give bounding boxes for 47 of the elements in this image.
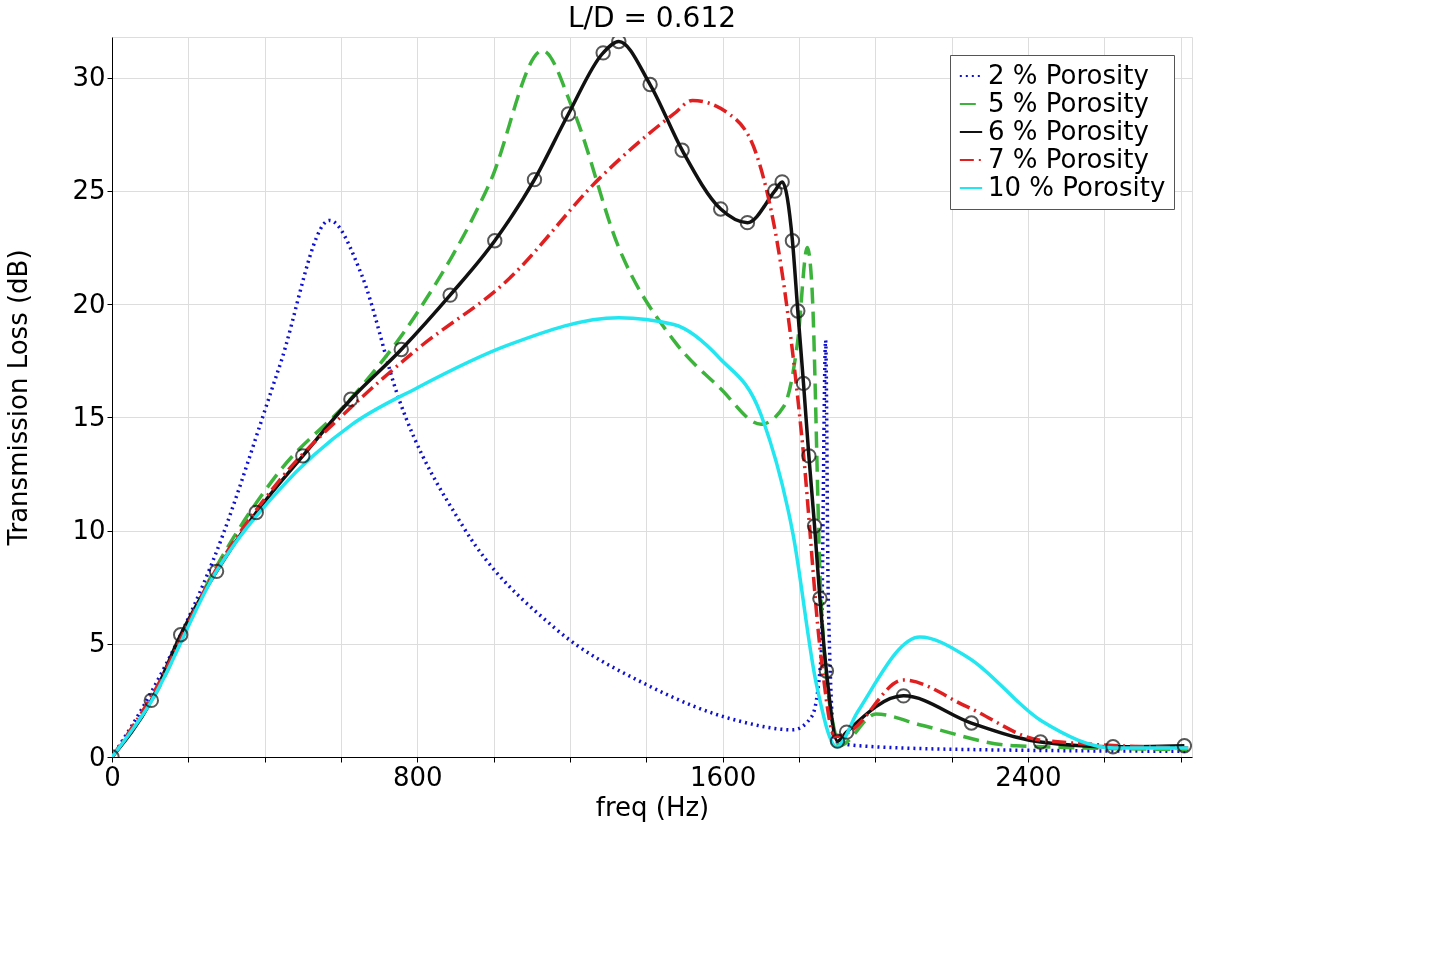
- point: [1176, 737, 1192, 754]
- point: [712, 201, 729, 217]
- point: [801, 448, 817, 464]
- x-tick-label: 2400: [995, 761, 1062, 792]
- point: [487, 233, 503, 249]
- point: [172, 627, 189, 643]
- y-tick-label: 15: [72, 401, 106, 432]
- y-tick-label: 0: [88, 741, 106, 772]
- point: [611, 37, 627, 50]
- point: [295, 448, 311, 464]
- x-axis-title: freq (Hz): [595, 791, 710, 822]
- point: [526, 171, 543, 188]
- point: [818, 663, 835, 679]
- point: [595, 45, 611, 61]
- point: [829, 733, 846, 749]
- point: [795, 375, 812, 392]
- chart-title: L/D = 0.612: [567, 1, 737, 34]
- point: [1032, 734, 1049, 750]
- point: [784, 233, 801, 249]
- point: [963, 715, 980, 731]
- point: [343, 391, 359, 407]
- point: [838, 724, 855, 740]
- point: [248, 504, 264, 521]
- point: [143, 692, 160, 709]
- y-tick-label: 10: [72, 515, 106, 546]
- y-tick-label: 5: [88, 628, 106, 659]
- y-tick-label: 20: [72, 288, 106, 319]
- point: [774, 174, 790, 190]
- x-tick-label: 800: [392, 761, 443, 792]
- point: [806, 518, 823, 534]
- y-tick-label: 25: [72, 175, 106, 206]
- point: [442, 287, 458, 303]
- point: [642, 76, 658, 93]
- point: [790, 303, 806, 319]
- point: [208, 563, 225, 580]
- y-axis-title: Transmission Loss (dB): [3, 249, 34, 547]
- point: [739, 214, 756, 231]
- point: [1105, 739, 1121, 755]
- point: [674, 142, 690, 158]
- point: [560, 106, 577, 122]
- point: [895, 688, 912, 704]
- x-tick-label: 1600: [690, 761, 757, 792]
- point: [812, 590, 828, 607]
- legend-label: 2 % Porosity: [988, 60, 1149, 90]
- y-tick-label: 30: [72, 62, 106, 93]
- point: [767, 183, 783, 199]
- point: [393, 341, 409, 358]
